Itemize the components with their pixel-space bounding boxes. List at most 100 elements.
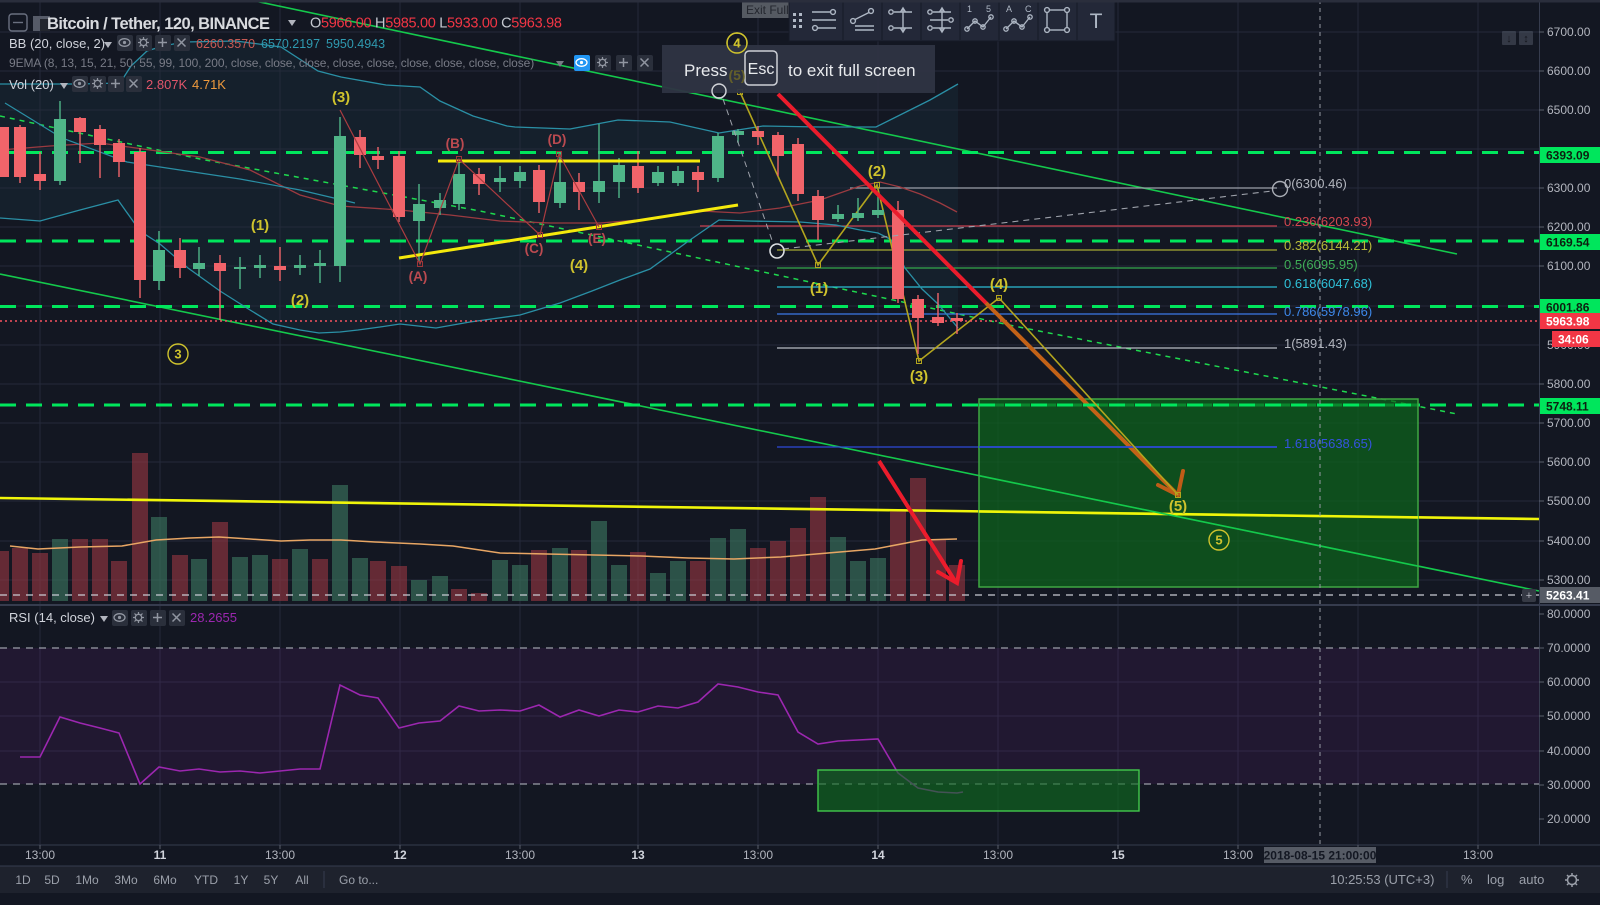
svg-text:4: 4 — [733, 36, 741, 51]
svg-text:(3): (3) — [910, 368, 928, 385]
svg-text:YTD: YTD — [194, 873, 218, 887]
svg-text:3Mo: 3Mo — [114, 873, 138, 887]
svg-text:C: C — [1025, 4, 1032, 14]
svg-text:60.0000: 60.0000 — [1547, 675, 1591, 689]
svg-text:20.0000: 20.0000 — [1547, 812, 1591, 826]
svg-text:auto: auto — [1519, 872, 1544, 887]
svg-text:13: 13 — [631, 848, 645, 862]
svg-text:14: 14 — [871, 848, 885, 862]
svg-text:(D): (D) — [548, 132, 567, 147]
svg-text:6500.00: 6500.00 — [1547, 103, 1591, 117]
svg-text:+: + — [1526, 590, 1532, 602]
svg-text:(1): (1) — [251, 217, 269, 234]
svg-text:1Mo: 1Mo — [75, 873, 99, 887]
svg-text:5950.4943: 5950.4943 — [326, 37, 385, 51]
svg-text:0.618(6047.68): 0.618(6047.68) — [1284, 276, 1372, 291]
svg-text:(E): (E) — [588, 231, 606, 246]
svg-text:Press: Press — [684, 61, 727, 80]
svg-text:5263.41: 5263.41 — [1546, 589, 1590, 603]
svg-text:2018-08-15 21:00:00: 2018-08-15 21:00:00 — [1264, 849, 1377, 863]
svg-text:1Y: 1Y — [234, 873, 249, 887]
svg-text:(1): (1) — [810, 280, 828, 297]
svg-text:6001.86: 6001.86 — [1546, 301, 1590, 315]
svg-text:13:00: 13:00 — [743, 848, 773, 862]
svg-text:40.0000: 40.0000 — [1547, 744, 1591, 758]
svg-text:5500.00: 5500.00 — [1547, 494, 1591, 508]
svg-text:T: T — [1090, 10, 1103, 33]
svg-text:13:00: 13:00 — [1463, 848, 1493, 862]
svg-text:5300.00: 5300.00 — [1547, 573, 1591, 587]
svg-text:6Mo: 6Mo — [153, 873, 177, 887]
svg-text:5963.98: 5963.98 — [1546, 315, 1590, 329]
svg-text:13:00: 13:00 — [505, 848, 535, 862]
svg-text:6393.09: 6393.09 — [1546, 149, 1590, 163]
svg-text:0.5(6095.95): 0.5(6095.95) — [1284, 257, 1358, 272]
svg-text:4: 4 — [733, 36, 741, 51]
svg-text:5600.00: 5600.00 — [1547, 455, 1591, 469]
svg-text:28.2655: 28.2655 — [190, 610, 237, 625]
svg-text:1.618(5638.65): 1.618(5638.65) — [1284, 436, 1372, 451]
svg-text:30.0000: 30.0000 — [1547, 778, 1591, 792]
svg-text:13:00: 13:00 — [25, 848, 55, 862]
svg-text:All: All — [295, 873, 308, 887]
svg-text:(B): (B) — [446, 136, 465, 151]
svg-text:1D: 1D — [15, 873, 31, 887]
svg-text:↕: ↕ — [1523, 33, 1529, 45]
svg-text:5: 5 — [1215, 533, 1222, 548]
svg-text:6700.00: 6700.00 — [1547, 25, 1591, 39]
svg-text:6100.00: 6100.00 — [1547, 259, 1591, 273]
svg-text:1: 1 — [967, 4, 972, 14]
svg-text:6300.00: 6300.00 — [1547, 181, 1591, 195]
svg-text:Vol (20): Vol (20) — [9, 77, 54, 92]
svg-text:Go to...: Go to... — [339, 873, 378, 887]
svg-text:6260.3570: 6260.3570 — [196, 37, 255, 51]
svg-text:O5966.00 H5985.00 L5933.00 C59: O5966.00 H5985.00 L5933.00 C5963.98 — [310, 16, 562, 32]
svg-text:5400.00: 5400.00 — [1547, 534, 1591, 548]
svg-text:6169.54: 6169.54 — [1546, 236, 1590, 250]
svg-text:15: 15 — [1111, 848, 1125, 862]
svg-text:5D: 5D — [44, 873, 60, 887]
svg-text:10:25:53 (UTC+3): 10:25:53 (UTC+3) — [1330, 872, 1434, 887]
svg-text:(A): (A) — [409, 269, 428, 284]
svg-text:2.807K: 2.807K — [146, 77, 188, 92]
svg-text:1(5891.43): 1(5891.43) — [1284, 336, 1347, 351]
svg-text:5800.00: 5800.00 — [1547, 377, 1591, 391]
svg-text:(2): (2) — [868, 163, 886, 180]
svg-text:5700.00: 5700.00 — [1547, 416, 1591, 430]
svg-text:6570.2197: 6570.2197 — [261, 37, 320, 51]
svg-text:Esc: Esc — [748, 61, 775, 78]
svg-text:↓: ↓ — [1506, 33, 1512, 45]
svg-text:5748.11: 5748.11 — [1546, 400, 1589, 414]
svg-text:80.0000: 80.0000 — [1547, 607, 1591, 621]
svg-text:Exit Full: Exit Full — [746, 3, 789, 17]
svg-text:(C): (C) — [525, 241, 544, 256]
svg-text:70.0000: 70.0000 — [1547, 641, 1591, 655]
svg-text:6600.00: 6600.00 — [1547, 64, 1591, 78]
svg-text:6200.00: 6200.00 — [1547, 220, 1591, 234]
svg-text:BB (20, close, 2): BB (20, close, 2) — [9, 36, 105, 51]
svg-text:9EMA (8, 13, 15, 21, 50, 55, 9: 9EMA (8, 13, 15, 21, 50, 55, 99, 100, 20… — [9, 56, 534, 70]
svg-text:50.0000: 50.0000 — [1547, 709, 1591, 723]
svg-text:RSI (14, close): RSI (14, close) — [9, 610, 95, 625]
svg-text:(5): (5) — [728, 67, 745, 83]
svg-text:13:00: 13:00 — [265, 848, 295, 862]
svg-text:%: % — [1461, 872, 1473, 887]
svg-text:log: log — [1487, 872, 1504, 887]
svg-text:(2): (2) — [291, 292, 309, 309]
svg-text:Bitcoin / Tether, 120, BINANCE: Bitcoin / Tether, 120, BINANCE — [47, 15, 270, 33]
svg-text:3: 3 — [174, 347, 181, 362]
svg-text:(5): (5) — [1169, 498, 1187, 515]
svg-text:11: 11 — [154, 848, 167, 862]
svg-text:(4): (4) — [570, 257, 588, 274]
svg-text:0.786(5978.96): 0.786(5978.96) — [1284, 304, 1372, 319]
svg-text:5: 5 — [986, 4, 991, 14]
svg-text:0(6300.46): 0(6300.46) — [1284, 176, 1347, 191]
svg-text:to exit full screen: to exit full screen — [788, 61, 916, 80]
svg-text:13:00: 13:00 — [983, 848, 1013, 862]
svg-text:A: A — [1006, 4, 1012, 14]
svg-text:12: 12 — [393, 848, 407, 862]
svg-text:4.71K: 4.71K — [192, 77, 226, 92]
svg-text:5Y: 5Y — [264, 873, 279, 887]
svg-text:0.382(6144.21): 0.382(6144.21) — [1284, 238, 1372, 253]
svg-text:13:00: 13:00 — [1223, 848, 1253, 862]
